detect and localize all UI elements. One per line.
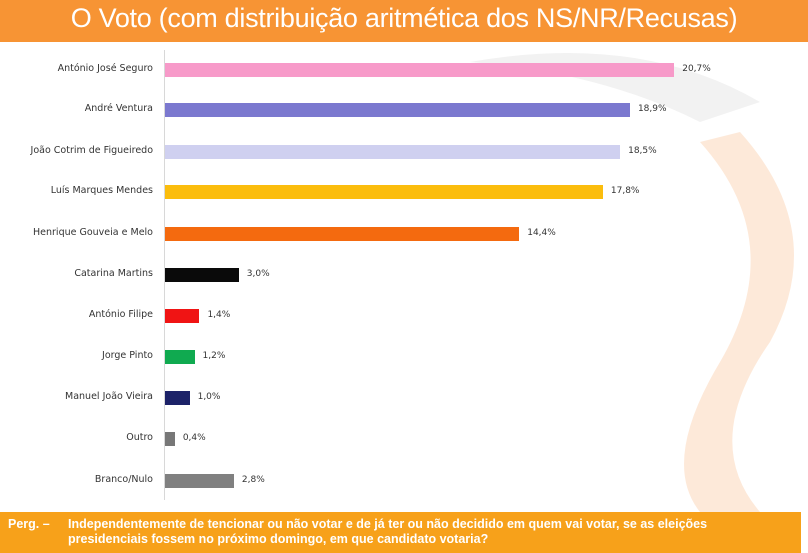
bar	[165, 391, 190, 405]
bar	[165, 432, 175, 446]
data-label: 2,8%	[241, 475, 265, 485]
bar	[165, 309, 200, 323]
bar	[165, 350, 195, 364]
category-label: Jorge Pinto	[102, 350, 153, 361]
data-label: 3,0%	[246, 269, 270, 279]
data-label: 20,7%	[682, 64, 711, 74]
bar	[165, 63, 675, 77]
category-label: André Ventura	[84, 103, 153, 114]
category-label: Branco/Nulo	[94, 474, 153, 485]
data-label: 18,5%	[628, 146, 657, 156]
data-label: 17,8%	[610, 186, 640, 196]
data-label: 14,4%	[527, 228, 556, 238]
category-label: Catarina Martins	[74, 268, 153, 279]
bar	[165, 185, 603, 199]
bar	[165, 103, 630, 117]
data-label: 1,4%	[207, 310, 231, 320]
question-box: Perg. – Independentemente de tencionar o…	[0, 512, 801, 553]
bar	[165, 268, 239, 282]
question-text: Independentemente de tencionar ou não vo…	[68, 517, 708, 546]
data-label: 0,4%	[182, 433, 206, 443]
bar	[165, 227, 520, 241]
category-label: Outro	[126, 432, 153, 443]
question-prefix: Perg. –	[8, 517, 50, 531]
bar	[165, 145, 621, 159]
data-label: 1,2%	[202, 351, 226, 361]
header-band: O Voto (com distribuição aritmética dos …	[0, 0, 808, 42]
category-label: Henrique Gouveia e Melo	[33, 227, 153, 238]
category-label: João Cotrim de Figueiredo	[30, 145, 153, 156]
category-label: Manuel João Vieira	[65, 391, 153, 402]
data-label: 1,0%	[197, 392, 221, 402]
category-label: Luís Marques Mendes	[50, 185, 153, 196]
data-label: 18,9%	[637, 104, 667, 114]
chart-title: O Voto (com distribuição aritmética dos …	[70, 3, 738, 33]
category-label: António Filipe	[88, 309, 153, 320]
category-label: António José Seguro	[57, 63, 153, 74]
bar	[165, 474, 234, 488]
category-axis-line	[164, 50, 165, 500]
